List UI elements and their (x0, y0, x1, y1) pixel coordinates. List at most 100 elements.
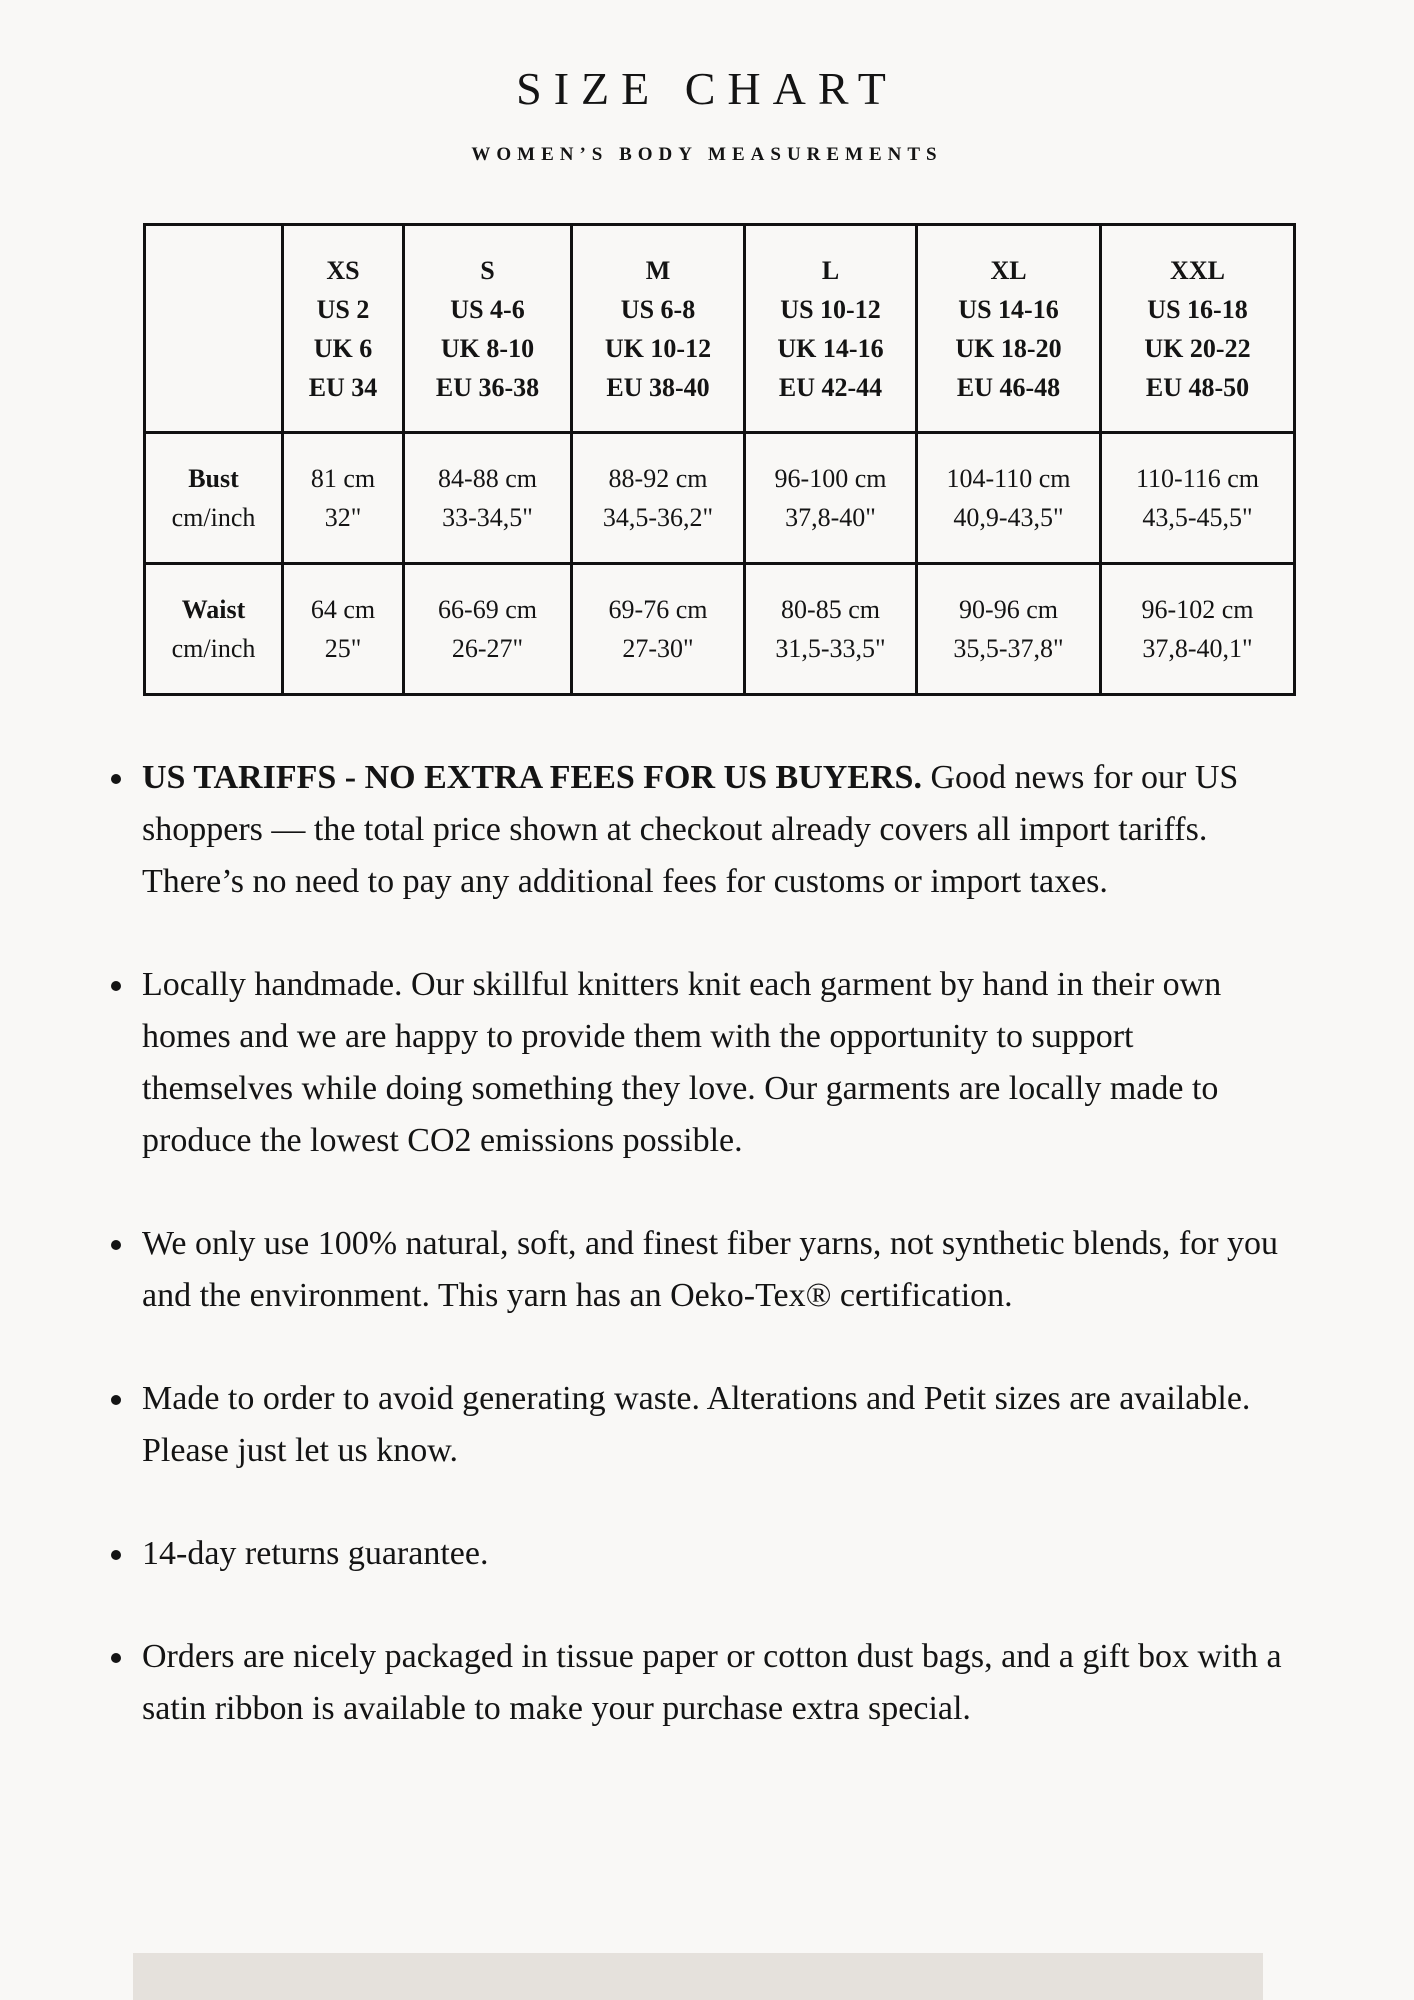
bullet-icon (111, 1550, 121, 1560)
us-size: US 6-8 (620, 294, 696, 324)
size-label: XS (326, 255, 360, 285)
unit-label: cm/inch (171, 634, 256, 663)
bullet-text: Made to order to avoid generating waste.… (142, 1380, 1251, 1469)
waist-cm: 96-102 cm (1141, 595, 1254, 624)
list-item: Orders are nicely packaged in tissue pap… (111, 1631, 1291, 1735)
uk-size: UK 10-12 (604, 333, 712, 363)
bullet-icon (111, 1395, 121, 1405)
waist-inch: 35,5-37,8" (953, 634, 1064, 663)
size-cell: 104-110 cm 40,9-43,5" (915, 431, 1102, 565)
size-cell: 66-69 cm 26-27" (402, 562, 573, 696)
list-item: We only use 100% natural, soft, and fine… (111, 1218, 1291, 1322)
bust-cm: 110-116 cm (1136, 464, 1259, 493)
size-cell: M US 6-8 UK 10-12 EU 38-40 (570, 223, 746, 434)
eu-size: EU 38-40 (606, 372, 710, 402)
waist-cm: 66-69 cm (438, 595, 537, 624)
bust-cm: 81 cm (310, 464, 376, 493)
us-size: US 4-6 (450, 294, 525, 324)
waist-inch: 37,8-40,1" (1142, 634, 1253, 663)
list-item: Made to order to avoid generating waste.… (111, 1373, 1291, 1477)
size-cell: 96-100 cm 37,8-40" (743, 431, 918, 565)
bust-cm: 96-100 cm (774, 464, 887, 493)
bullet-text: Orders are nicely packaged in tissue pap… (142, 1638, 1282, 1727)
bust-cm: 88-92 cm (608, 464, 708, 493)
size-header-row: XS US 2 UK 6 EU 34 S US 4-6 UK 8-10 EU 36-38 M US… (143, 223, 1296, 434)
eu-size: EU 46-48 (956, 372, 1061, 402)
us-size: US 16-18 (1147, 294, 1248, 324)
waist-cm: 90-96 cm (959, 595, 1058, 624)
bullet-icon (111, 774, 121, 784)
size-cell: 69-76 cm 27-30" (570, 562, 746, 696)
page-subtitle: WOMEN’S BODY MEASUREMENTS (471, 144, 943, 165)
bust-inch: 33-34,5" (442, 503, 533, 532)
eu-size: EU 42-44 (778, 372, 883, 402)
unit-label: cm/inch (171, 503, 256, 532)
size-label: S (480, 255, 495, 285)
us-size: US 14-16 (958, 294, 1059, 324)
bullet-icon (111, 1653, 121, 1663)
size-label: L (821, 255, 840, 285)
eu-size: EU 36-38 (435, 372, 540, 402)
waist-label: Waist (181, 595, 246, 624)
waist-inch: 26-27" (451, 634, 524, 663)
bullet-icon (111, 1240, 121, 1250)
waist-inch: 27-30" (622, 634, 694, 663)
bust-inch: 34,5-36,2" (602, 503, 714, 532)
us-size: US 2 (316, 294, 370, 324)
bust-label: Bust (188, 464, 239, 493)
size-cell: 88-92 cm 34,5-36,2" (570, 431, 746, 565)
size-chart-table: XS US 2 UK 6 EU 34 S US 4-6 UK 8-10 EU 36-38 M US… (143, 223, 1296, 696)
size-cell: 81 cm 32" (281, 431, 405, 565)
empty-corner-cell (143, 223, 284, 434)
bullet-heading: US TARIFFS - NO EXTRA FEES FOR US BUYERS… (142, 759, 922, 796)
size-label: XL (990, 255, 1027, 285)
uk-size: UK 14-16 (777, 333, 884, 363)
row-label-cell: Waist cm/inch (143, 562, 284, 696)
bullet-text: We only use 100% natural, soft, and fine… (142, 1225, 1279, 1314)
eu-size: EU 34 (308, 372, 378, 402)
bust-cm: 104-110 cm (946, 464, 1071, 493)
size-cell: 110-116 cm 43,5-45,5" (1099, 431, 1296, 565)
page-title: SIZE CHART (516, 63, 898, 114)
uk-size: UK 18-20 (955, 333, 1062, 363)
size-cell: XL US 14-16 UK 18-20 EU 46-48 (915, 223, 1102, 434)
bullet-text: 14-day returns guarantee. (142, 1535, 489, 1572)
row-label-cell: Bust cm/inch (143, 431, 284, 565)
bullet-icon (111, 981, 121, 991)
bust-row: Bust cm/inch 81 cm 32" 84-88 cm 33-34,5" 88-9… (143, 431, 1296, 565)
list-item: US TARIFFS - NO EXTRA FEES FOR US BUYERS… (111, 752, 1291, 908)
list-item: 14-day returns guarantee. (111, 1528, 1291, 1580)
feature-list: US TARIFFS - NO EXTRA FEES FOR US BUYERS… (111, 752, 1291, 1786)
size-cell: L US 10-12 UK 14-16 EU 42-44 (743, 223, 918, 434)
bust-inch: 37,8-40" (785, 503, 876, 532)
waist-inch: 25" (324, 634, 362, 663)
bullet-text: Locally handmade. Our skillful knitters … (142, 966, 1222, 1159)
size-cell: XS US 2 UK 6 EU 34 (281, 223, 405, 434)
waist-row: Waist cm/inch 64 cm 25" 66-69 cm 26-27" 69-76… (143, 562, 1296, 696)
size-cell: 96-102 cm 37,8-40,1" (1099, 562, 1296, 696)
size-cell: XXL US 16-18 UK 20-22 EU 48-50 (1099, 223, 1296, 434)
bust-inch: 32" (324, 503, 362, 532)
list-item: Locally handmade. Our skillful knitters … (111, 959, 1291, 1167)
eu-size: EU 48-50 (1145, 372, 1250, 402)
bullet-text: Good news for our US shoppers — the tota… (142, 759, 1239, 900)
size-cell: 84-88 cm 33-34,5" (402, 431, 573, 565)
waist-cm: 64 cm (310, 595, 376, 624)
waist-inch: 31,5-33,5" (775, 634, 886, 663)
size-cell: 90-96 cm 35,5-37,8" (915, 562, 1102, 696)
uk-size: UK 8-10 (440, 333, 535, 363)
bust-inch: 40,9-43,5" (953, 503, 1064, 532)
bust-cm: 84-88 cm (438, 464, 537, 493)
us-size: US 10-12 (780, 294, 881, 324)
waist-cm: 80-85 cm (781, 595, 880, 624)
size-cell: S US 4-6 UK 8-10 EU 36-38 (402, 223, 573, 434)
size-cell: 64 cm 25" (281, 562, 405, 696)
size-cell: 80-85 cm 31,5-33,5" (743, 562, 918, 696)
size-label: M (645, 255, 671, 285)
footer-band (133, 1953, 1263, 2000)
waist-cm: 69-76 cm (608, 595, 708, 624)
bust-inch: 43,5-45,5" (1142, 503, 1253, 532)
size-label: XXL (1170, 255, 1225, 285)
uk-size: UK 6 (313, 333, 373, 363)
uk-size: UK 20-22 (1144, 333, 1251, 363)
